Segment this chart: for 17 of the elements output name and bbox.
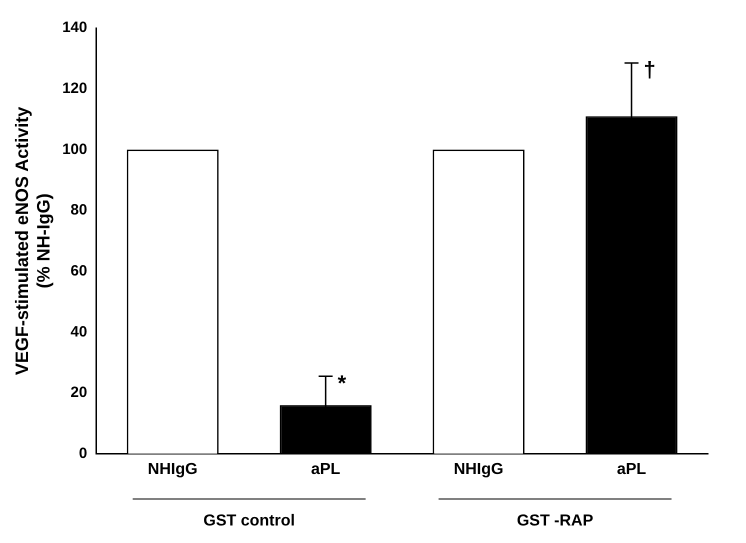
y-tick-label: 120	[62, 80, 88, 97]
y-tick-label: 60	[70, 262, 88, 280]
y-tick-label: 20	[70, 384, 88, 402]
y-tick-label: 140	[62, 19, 88, 36]
x-tick-label: NHIgG	[148, 460, 198, 478]
x-tick-label: aPL	[310, 460, 341, 478]
y-tick-label: 80	[70, 202, 88, 219]
y-axis-title: VEGF-stimulated eNOS Activity (% NH-IgG)	[12, 106, 54, 376]
text: GST -RAP	[516, 512, 594, 530]
y-tick-label: 40	[70, 323, 88, 340]
y-tick-label: 0	[78, 444, 88, 462]
x-tick-label: NHIgG	[454, 460, 504, 478]
x-tick-label: aPL	[616, 460, 646, 478]
y-tick-label: 100	[62, 140, 88, 158]
annotation: †	[644, 57, 656, 82]
text: GST control	[203, 512, 295, 530]
annotation: *	[338, 370, 347, 396]
